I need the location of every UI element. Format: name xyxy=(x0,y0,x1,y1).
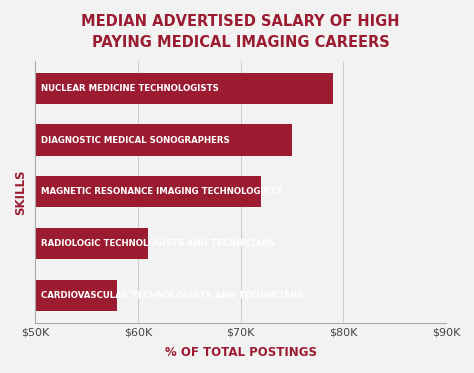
Text: MAGNETIC RESONANCE IMAGING TECHNOLOGISTS: MAGNETIC RESONANCE IMAGING TECHNOLOGISTS xyxy=(41,187,283,196)
Title: MEDIAN ADVERTISED SALARY OF HIGH
PAYING MEDICAL IMAGING CAREERS: MEDIAN ADVERTISED SALARY OF HIGH PAYING … xyxy=(82,14,400,50)
Bar xyxy=(35,228,148,259)
Bar xyxy=(35,280,118,311)
Text: NUCLEAR MEDICINE TECHNOLOGISTS: NUCLEAR MEDICINE TECHNOLOGISTS xyxy=(41,84,219,93)
X-axis label: % OF TOTAL POSTINGS: % OF TOTAL POSTINGS xyxy=(164,346,317,359)
Bar xyxy=(35,125,292,156)
Bar xyxy=(35,73,333,104)
Text: DIAGNOSTIC MEDICAL SONOGRAPHERS: DIAGNOSTIC MEDICAL SONOGRAPHERS xyxy=(41,135,230,145)
Text: CARDIOVASCULAR TECHNOLOGISTS AND TECHNICIANS: CARDIOVASCULAR TECHNOLOGISTS AND TECHNIC… xyxy=(41,291,304,300)
Text: RADIOLOGIC TECHNOLOGISTS AND TECHNICIANS: RADIOLOGIC TECHNOLOGISTS AND TECHNICIANS xyxy=(41,239,276,248)
Y-axis label: SKILLS: SKILLS xyxy=(14,169,27,214)
Bar xyxy=(35,176,261,207)
